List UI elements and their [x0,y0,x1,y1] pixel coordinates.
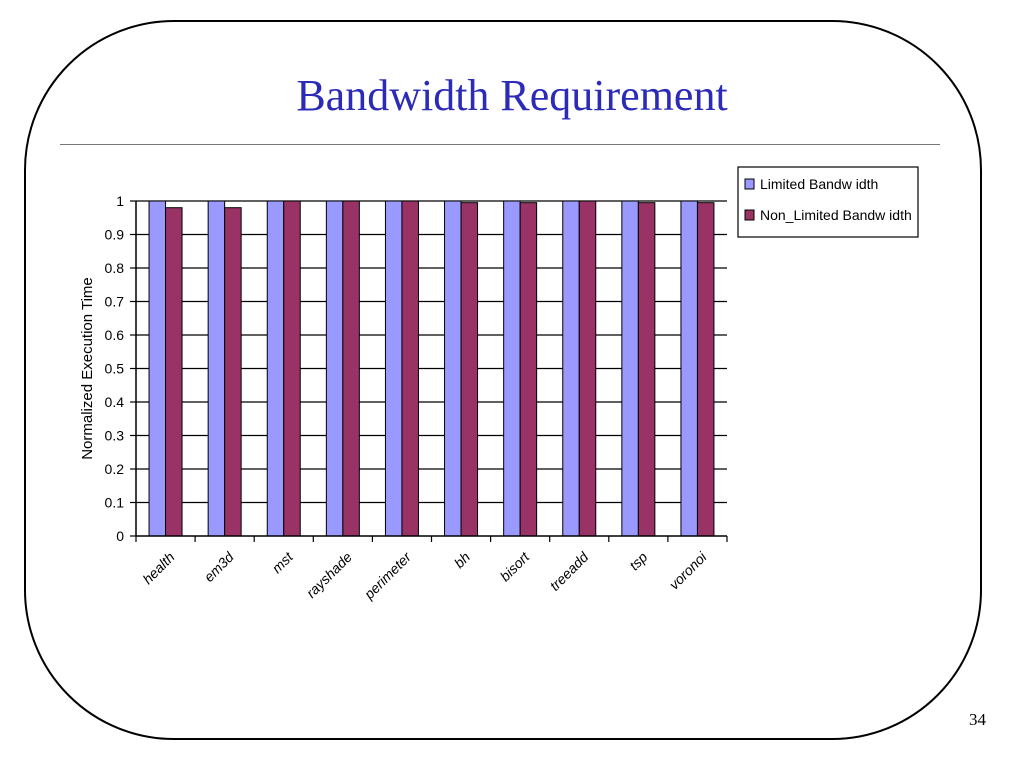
x-tick-label: health [139,549,177,587]
bar-non-limited-bh [460,202,479,537]
y-tick-label: 0.4 [105,394,125,410]
bar-limited-perimeter [384,200,403,537]
x-tick-label: em3d [201,548,238,585]
slide-frame [24,20,982,740]
bar-non-limited-em3d [224,207,242,537]
x-tick-label: treeadd [546,548,592,594]
x-tick-label: bisort [497,548,533,584]
y-tick-label: 0.2 [105,461,125,477]
legend-swatch-limited [744,178,755,190]
y-tick-label: 0.9 [105,227,125,243]
title-divider [60,144,940,145]
bar-non-limited-tsp [637,202,656,537]
y-tick-label: 0.8 [105,260,125,276]
bar-limited-treeadd [562,200,580,537]
bar-non-limited-bisort [519,202,538,537]
bar-non-limited-mst [283,200,301,537]
y-tick-label: 0.5 [105,361,125,377]
legend-box [737,166,919,238]
y-tick-label: 0.1 [105,495,125,511]
bar-limited-bisort [503,200,521,537]
bar-non-limited-treeadd [578,200,597,537]
bar-non-limited-perimeter [401,200,419,537]
bar-limited-mst [266,200,285,537]
y-axis-title: Normalized Execution Time [79,277,96,460]
x-tick-label: bh [451,549,473,571]
x-tick-label: rayshade [303,549,355,601]
bar-limited-em3d [207,200,226,537]
y-tick-label: 0 [116,528,124,544]
page-number: 34 [969,710,986,729]
bar-limited-voronoi [680,200,698,537]
y-tick-label: 0.3 [105,428,125,444]
legend-label-non-limited: Non_Limited Bandw idth [760,207,912,223]
bar-limited-rayshade [325,200,344,537]
legend-swatch-non-limited [744,209,755,221]
y-tick-label: 0.7 [105,294,125,310]
bar-limited-tsp [621,200,639,537]
bar-non-limited-rayshade [342,200,360,537]
x-tick-label: voronoi [666,548,710,592]
y-tick-label: 0.6 [105,327,125,343]
bar-limited-bh [444,200,462,537]
x-tick-label: mst [269,548,297,576]
bar-non-limited-voronoi [696,202,715,537]
x-tick-label: tsp [626,549,651,574]
x-tick-label: perimeter [360,548,415,603]
y-tick-label: 1 [116,193,124,209]
bar-limited-health [148,200,167,537]
legend-label-limited: Limited Bandw idth [760,176,878,192]
bar-non-limited-health [165,207,183,537]
slide-title: Bandwidth Requirement [296,71,728,120]
